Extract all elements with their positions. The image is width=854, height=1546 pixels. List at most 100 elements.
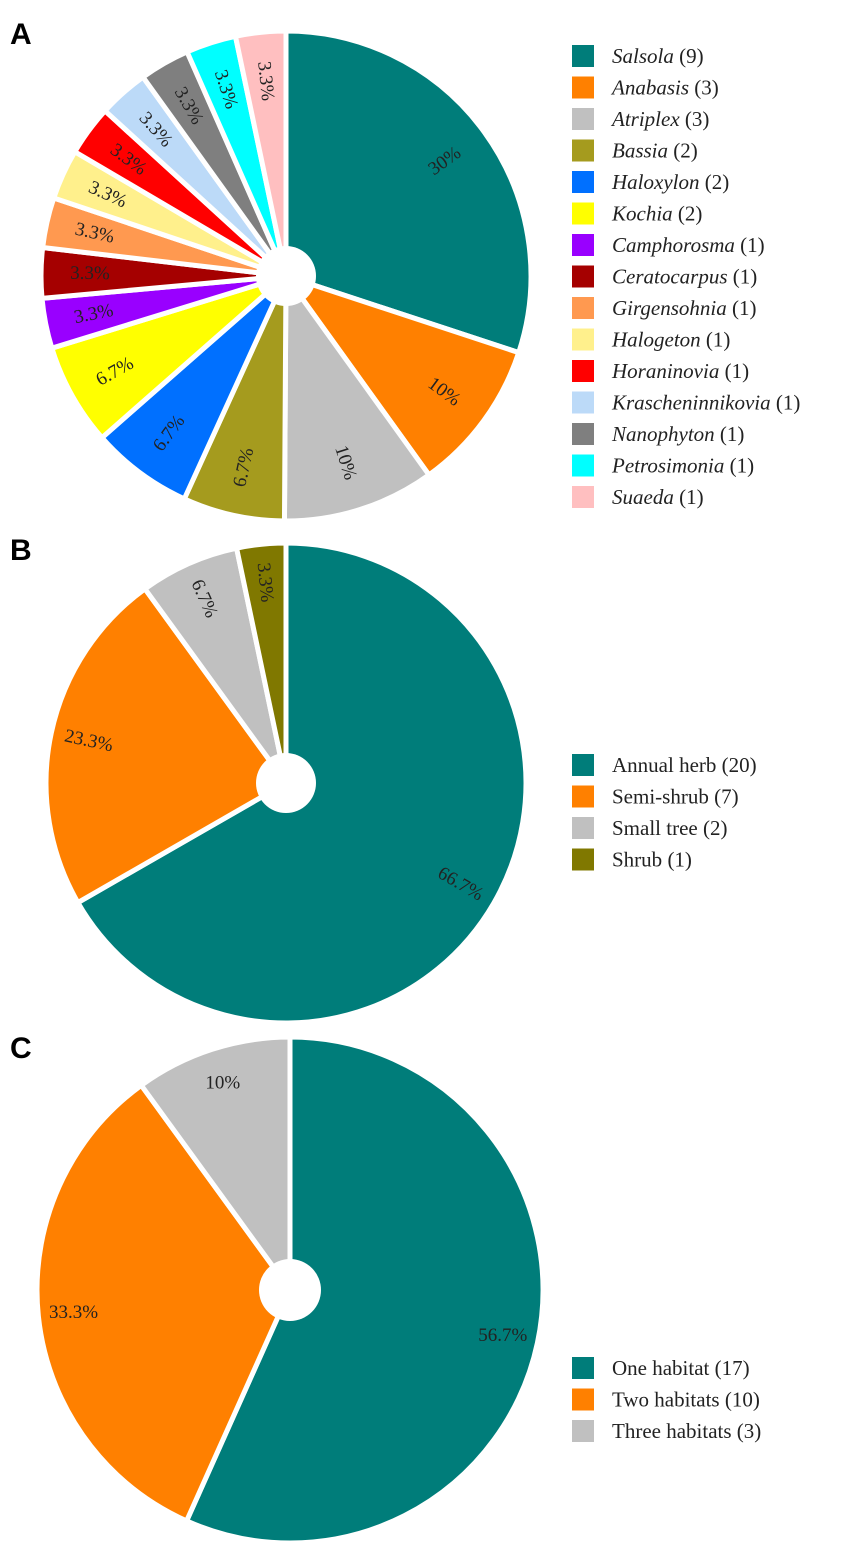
legend-a-swatch-camphorosma (572, 234, 594, 256)
pie-a: 30%10%10%6.7%6.7%6.7%3.3%3.3%3.3%3.3%3.3… (38, 28, 534, 524)
legend-b-count-small-tree: (2) (698, 816, 728, 840)
legend-a-entry-bassia: Bassia (2) (612, 139, 698, 163)
legend-a-swatch-kochia (572, 202, 594, 225)
pie-a-label-suaeda: 3.3% (253, 60, 278, 102)
legend-a-name-anabasis: Anabasis (610, 76, 689, 100)
legend-a: Salsola (9)Anabasis (3)Atriplex (3)Bassi… (572, 44, 800, 509)
legend-c-name-three-habitats: Three habitats (612, 1419, 732, 1443)
pie-a-label-ceratocarpus: 3.3% (70, 263, 110, 284)
legend-a-name-halogeton: Halogeton (611, 328, 701, 352)
legend-a-count-horaninovia: (1) (719, 359, 749, 383)
legend-a-count-haloxylon: (2) (699, 170, 729, 194)
legend-a-swatch-girgensohnia (572, 297, 594, 319)
legend-a-swatch-ceratocarpus (572, 265, 594, 288)
legend-b-entry-shrub: Shrub (1) (612, 848, 692, 872)
legend-a-entry-krascheninnikovia: Krascheninnikovia (1) (611, 391, 800, 415)
legend-b-count-semi-shrub: (7) (709, 785, 739, 809)
legend-a-name-suaeda: Suaeda (612, 485, 674, 509)
legend-a-entry-nanophyton: Nanophyton (1) (611, 422, 744, 446)
legend-c-swatch-three-habitats (572, 1420, 594, 1442)
legend-a-count-girgensohnia: (1) (727, 296, 757, 320)
legend-a-name-krascheninnikovia: Krascheninnikovia (611, 391, 771, 415)
pie-a-slice-salsola (283, 28, 534, 356)
pie-c-slice-two-habitats (34, 1081, 293, 1525)
legend-a-entry-horaninovia: Horaninovia (1) (611, 359, 749, 383)
legend-a-swatch-anabasis (572, 76, 594, 99)
legend-a-entry-salsola: Salsola (9) (612, 44, 704, 68)
panel-letter-a: A (10, 18, 32, 51)
pie-a-slice-suaeda (232, 28, 289, 277)
pie-c-label-three-habitats: 10% (205, 1073, 240, 1094)
legend-b: Annual herb (20) Semi-shrub (7) Small tree… (572, 753, 757, 872)
legend-c-entry-two-habitats: Two habitats (10) (612, 1388, 760, 1412)
legend-a-count-suaeda: (1) (674, 485, 704, 509)
legend-b-name-semi-shrub: Semi-shrub (612, 785, 709, 809)
legend-a-name-haloxylon: Haloxylon (611, 170, 699, 194)
legend-a-name-horaninovia: Horaninovia (611, 359, 719, 383)
legend-a-entry-girgensohnia: Girgensohnia (1) (612, 296, 756, 320)
pie-c: 56.7% 33.3% 10% (34, 1034, 546, 1546)
legend-b-swatch-small-tree (572, 817, 594, 839)
legend-b-count-annual-herb: (20) (716, 753, 756, 777)
pie-c-center-hole (259, 1259, 321, 1321)
legend-c-name-two-habitats: Two habitats (612, 1388, 720, 1412)
legend-c-entry-three-habitats: Three habitats (3) (612, 1419, 761, 1443)
legend-a-swatch-salsola (572, 45, 594, 67)
legend-b-swatch-semi-shrub (572, 785, 594, 808)
legend-c-swatch-two-habitats (572, 1388, 594, 1411)
legend-a-name-camphorosma: Camphorosma (612, 233, 735, 257)
legend-a-name-atriplex: Atriplex (610, 107, 680, 131)
legend-b-swatch-annual-herb (572, 754, 594, 776)
legend-a-swatch-horaninovia (572, 360, 594, 382)
legend-a-entry-halogeton: Halogeton (1) (611, 328, 730, 352)
legend-a-swatch-suaeda (572, 486, 594, 508)
pie-b-slice-semi-shrub (43, 585, 290, 906)
legend-c-count-two-habitats: (10) (720, 1388, 760, 1412)
pie-b-label-shrub: 3.3% (253, 562, 278, 604)
legend-c-count-one-habitat: (17) (709, 1356, 749, 1380)
legend-b-name-small-tree: Small tree (612, 816, 698, 840)
legend-a-count-kochia: (2) (673, 202, 703, 226)
legend-a-name-petrosimonia: Petrosimonia (611, 454, 724, 478)
legend-b-name-annual-herb: Annual herb (612, 753, 716, 777)
legend-a-name-ceratocarpus: Ceratocarpus (612, 265, 728, 289)
panel-letter-b: B (10, 534, 32, 567)
legend-a-count-bassia: (2) (668, 139, 698, 163)
legend-a-count-petrosimonia: (1) (724, 454, 754, 478)
legend-a-entry-suaeda: Suaeda (1) (612, 485, 704, 509)
legend-c-entry-one-habitat: One habitat (17) (612, 1356, 750, 1380)
legend-a-count-anabasis: (3) (689, 76, 719, 100)
legend-b-count-shrub: (1) (662, 848, 692, 872)
pie-b-center-hole (256, 753, 316, 813)
pie-a-slice-atriplex (281, 268, 433, 524)
legend-a-swatch-bassia (572, 139, 594, 162)
legend-a-count-salsola: (9) (674, 44, 704, 68)
legend-a-name-bassia: Bassia (612, 139, 668, 163)
pie-c-label-two-habitats: 33.3% (49, 1302, 98, 1323)
legend-a-swatch-nanophyton (572, 423, 594, 445)
legend-c-count-three-habitats: (3) (732, 1419, 762, 1443)
legend-b-name-shrub: Shrub (612, 848, 662, 872)
legend-a-entry-anabasis: Anabasis (3) (610, 76, 719, 100)
legend-a-entry-camphorosma: Camphorosma (1) (612, 233, 765, 257)
legend-b-swatch-shrub (572, 848, 594, 871)
legend-a-entry-kochia: Kochia (2) (611, 202, 702, 226)
legend-a-name-kochia: Kochia (611, 202, 673, 226)
legend-a-swatch-petrosimonia (572, 454, 594, 477)
pie-c-slice-one-habitat (183, 1034, 546, 1546)
legend-a-entry-ceratocarpus: Ceratocarpus (1) (612, 265, 757, 289)
pie-c-slice-three-habitats (137, 1034, 293, 1298)
legend-a-swatch-halogeton (572, 328, 594, 351)
legend-b-entry-annual-herb: Annual herb (20) (612, 753, 757, 777)
pie-b-slice-shrub (233, 540, 289, 784)
legend-a-entry-haloxylon: Haloxylon (2) (611, 170, 729, 194)
legend-a-entry-atriplex: Atriplex (3) (610, 107, 709, 131)
legend-b-entry-semi-shrub: Semi-shrub (7) (612, 785, 739, 809)
legend-a-swatch-krascheninnikovia (572, 391, 594, 414)
legend-a-count-halogeton: (1) (701, 328, 731, 352)
legend-a-count-krascheninnikovia: (1) (771, 391, 801, 415)
legend-a-count-atriplex: (3) (680, 107, 710, 131)
legend-a-name-girgensohnia: Girgensohnia (612, 296, 727, 320)
pie-a-center-hole (256, 246, 316, 306)
